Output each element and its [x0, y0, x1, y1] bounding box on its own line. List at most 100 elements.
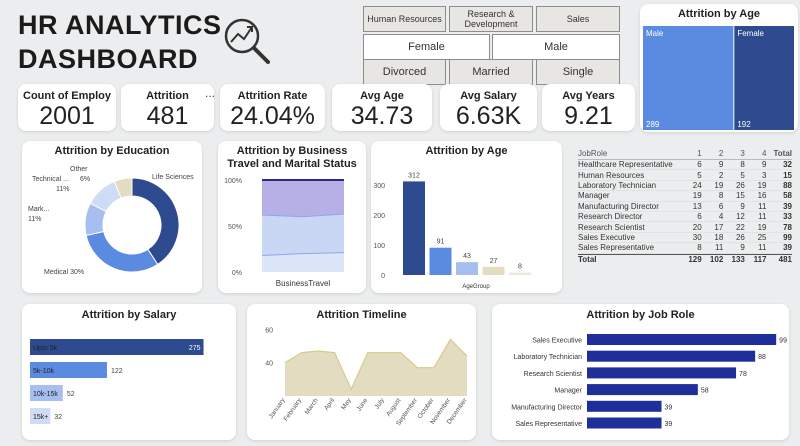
matrix-cell: 133	[731, 254, 745, 264]
job-role-matrix: JobRole 1 2 3 4 Total Healthcare Representativ…	[578, 148, 792, 264]
matrix-row: Laboratory Technician 24 19 26 19 88	[578, 180, 792, 192]
salary-bar-label: 122	[111, 368, 123, 375]
slicer-marital-single[interactable]: Single	[536, 59, 620, 85]
kpi-attrition-label: Attrition	[146, 90, 189, 102]
kpi-rate-label: Attrition Rate	[237, 90, 308, 102]
jobrole-bar-2	[587, 367, 737, 379]
matrix-cell: 4	[718, 212, 724, 222]
matrix-row: Sales Executive 30 18 26 25 99	[578, 232, 792, 244]
salary-bar-category: 15k+	[33, 414, 48, 421]
matrix-cell: 129	[688, 254, 702, 264]
slicer-marital-divorced[interactable]: Divorced	[363, 59, 446, 85]
matrix-cell: 32	[783, 160, 792, 170]
matrix-cell: 13	[692, 201, 702, 211]
age-bar-label: 91	[437, 239, 445, 246]
kpi-count-employees: Count of Employ 2001	[18, 84, 116, 131]
matrix-cell: 78	[783, 222, 792, 232]
jobrole-bar-label: 78	[739, 371, 747, 378]
kpi-attrition-value: 481	[146, 102, 189, 130]
jobrole-bar-0	[587, 334, 777, 345]
matrix-cell: 6	[718, 201, 724, 211]
slicer-gender-male[interactable]: Male	[492, 34, 620, 60]
matrix-row-label: Research Scientist	[578, 222, 645, 232]
age-bar-label: 8	[518, 264, 522, 271]
matrix-cell: 481	[778, 254, 792, 264]
travel-ytick: 100%	[224, 178, 242, 185]
age-ytick: 0	[381, 273, 385, 280]
matrix-row-label: Total	[578, 254, 597, 264]
travel-ytick: 50%	[228, 224, 242, 231]
timeline-ytick: 40	[265, 361, 273, 368]
kpi-rate-value: 24.04%	[230, 102, 315, 130]
trend-arrow	[247, 26, 253, 32]
jobrole-bar-1	[587, 350, 756, 362]
age-bar-title: Attrition by Age	[425, 145, 508, 157]
dashboard-title: HR ANALYTICS DASHBOARD	[18, 8, 222, 76]
treemap-value: 192	[737, 120, 751, 129]
more-options-icon[interactable]: ...	[205, 86, 216, 100]
travel-ytick: 0%	[232, 270, 242, 277]
timeline-card: Attrition Timeline 60 40 January February Ma…	[247, 304, 476, 440]
jobrole-bar-card: Attrition by Job Role Sales Executive 99 L…	[492, 304, 789, 440]
age-bar-36-45	[456, 262, 478, 275]
education-donut-card: Attrition by Education Life Sciences Medi…	[22, 141, 202, 293]
matrix-row: Research Scientist 20 17 22 19 78	[578, 222, 792, 233]
slicer-marital-married[interactable]: Married	[449, 59, 533, 85]
salary-bar-category: 5k-10k	[33, 368, 55, 375]
age-ytick: 100	[373, 243, 385, 250]
matrix-cell: 30	[692, 232, 702, 242]
slicer-dept-sales[interactable]: Sales	[536, 6, 620, 32]
age-ytick: 200	[373, 213, 385, 220]
matrix-cell: 20	[692, 222, 702, 232]
matrix-cell: 9	[762, 160, 767, 170]
donut-label: 11%	[28, 216, 42, 223]
matrix-cell: 58	[783, 191, 792, 201]
travel-marital-title: Attrition by Business Travel and Marital…	[227, 145, 357, 170]
matrix-row-label: Healthcare Representative	[578, 160, 673, 170]
timeline-xtick: July	[374, 397, 387, 411]
matrix-row-label: JobRole	[578, 149, 608, 158]
matrix-cell: 5	[740, 170, 745, 180]
matrix-header-row: JobRole 1 2 3 4 Total	[578, 148, 792, 160]
matrix-row: Manager 19 8 15 16 58	[578, 191, 792, 202]
slicer-gender-female[interactable]: Female	[363, 34, 490, 60]
matrix-cell: 99	[783, 232, 792, 242]
slicer-dept-rd[interactable]: Research & Development	[449, 6, 533, 32]
timeline-line	[284, 338, 468, 391]
matrix-cell: 88	[783, 180, 792, 190]
jobrole-bar-label: 99	[779, 338, 787, 345]
kpi-years-value: 9.21	[564, 102, 613, 130]
timeline-xtick: February	[283, 397, 304, 423]
salary-bar-card: Attrition by Salary Upto 5k 275 5k-10k 122 1…	[22, 304, 236, 440]
treemap-value: 289	[646, 120, 660, 129]
travel-area-divorced	[262, 252, 344, 272]
donut-slice-other	[113, 177, 133, 199]
donut-label: 6%	[80, 176, 90, 183]
timeline-xtick: March	[304, 397, 320, 416]
jobrole-bar-label: 39	[665, 421, 673, 428]
travel-marital-card: Attrition by Business Travel and Marital…	[218, 141, 366, 293]
jobrole-bar-label: 39	[665, 404, 673, 411]
matrix-row-label: Manufacturing Director	[578, 201, 659, 211]
salary-bar-3	[30, 408, 51, 424]
salary-bar-label: 52	[67, 391, 75, 398]
kpi-attrition: Attrition 481	[121, 84, 214, 131]
gender-treemap: Male 289 Female 192	[643, 26, 794, 130]
matrix-cell: 15	[735, 191, 745, 201]
title-line-2: DASHBOARD	[18, 44, 198, 74]
matrix-cell: 26	[735, 232, 745, 242]
matrix-cell: 9	[718, 160, 724, 170]
treemap-tile-male	[643, 26, 734, 130]
slicer-dept-hr[interactable]: Human Resources	[363, 6, 446, 32]
donut-label: Technical ...	[32, 176, 69, 183]
matrix-cell: 15	[783, 170, 792, 180]
kpi-avg-age: Avg Age 34.73	[332, 84, 432, 131]
matrix-cell: 3	[740, 149, 745, 158]
matrix-cell: 39	[783, 243, 792, 253]
matrix-row-label: Research Director	[578, 212, 643, 222]
matrix-cell: 102	[709, 254, 724, 264]
salary-bar-category: 10k-15k	[33, 391, 58, 398]
salary-bar-label: 275	[189, 345, 201, 352]
age-xlabel: AgeGroup	[462, 284, 490, 290]
